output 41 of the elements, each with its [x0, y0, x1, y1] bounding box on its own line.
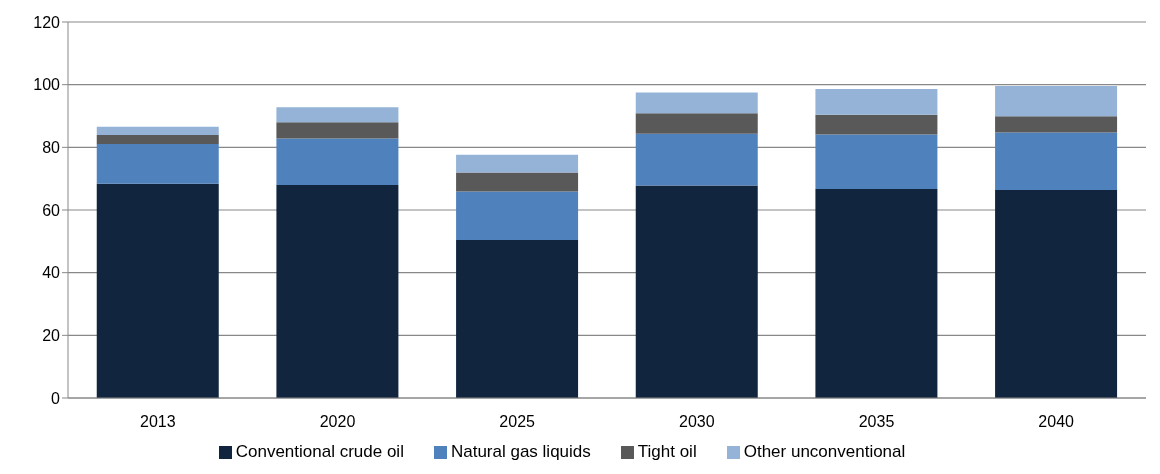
legend-label: Natural gas liquids	[450, 442, 591, 461]
bar	[96, 183, 219, 398]
bar	[276, 122, 399, 139]
legend-label: Conventional crude oil	[235, 442, 404, 461]
bar	[456, 240, 579, 398]
y-tick-label: 120	[33, 13, 61, 31]
bar	[96, 126, 219, 136]
y-tick-label: 40	[42, 264, 61, 282]
x-tick-label: 2020	[319, 413, 356, 431]
bar	[815, 89, 938, 115]
bar	[276, 138, 399, 185]
y-tick-label: 100	[33, 76, 61, 94]
bar	[635, 113, 758, 134]
bar	[456, 172, 579, 192]
y-tick-label: 60	[42, 201, 61, 219]
x-tick-label: 2035	[858, 413, 895, 431]
bar	[995, 132, 1118, 190]
bar	[456, 154, 579, 173]
x-tick-label: 2030	[679, 413, 715, 431]
x-tick-label: 2025	[499, 413, 536, 431]
bar	[635, 92, 758, 114]
bar	[995, 189, 1118, 398]
bar	[995, 85, 1118, 117]
bar	[635, 185, 758, 398]
bar	[456, 191, 579, 241]
x-tick-label: 2040	[1038, 413, 1075, 431]
x-tick-label: 2013	[140, 413, 176, 431]
y-tick-label: 20	[42, 327, 61, 345]
legend-label: Other unconventional	[743, 442, 906, 461]
bar	[995, 116, 1118, 133]
bar	[96, 135, 219, 144]
legend-label: Tight oil	[637, 442, 697, 461]
bar	[815, 134, 938, 190]
bar	[276, 184, 399, 398]
y-tick-label: 80	[42, 139, 61, 157]
bar	[276, 107, 399, 123]
bar	[96, 143, 219, 184]
bar	[635, 133, 758, 186]
bar	[815, 189, 938, 398]
bar	[815, 114, 938, 135]
y-tick-label: 0	[51, 389, 61, 407]
